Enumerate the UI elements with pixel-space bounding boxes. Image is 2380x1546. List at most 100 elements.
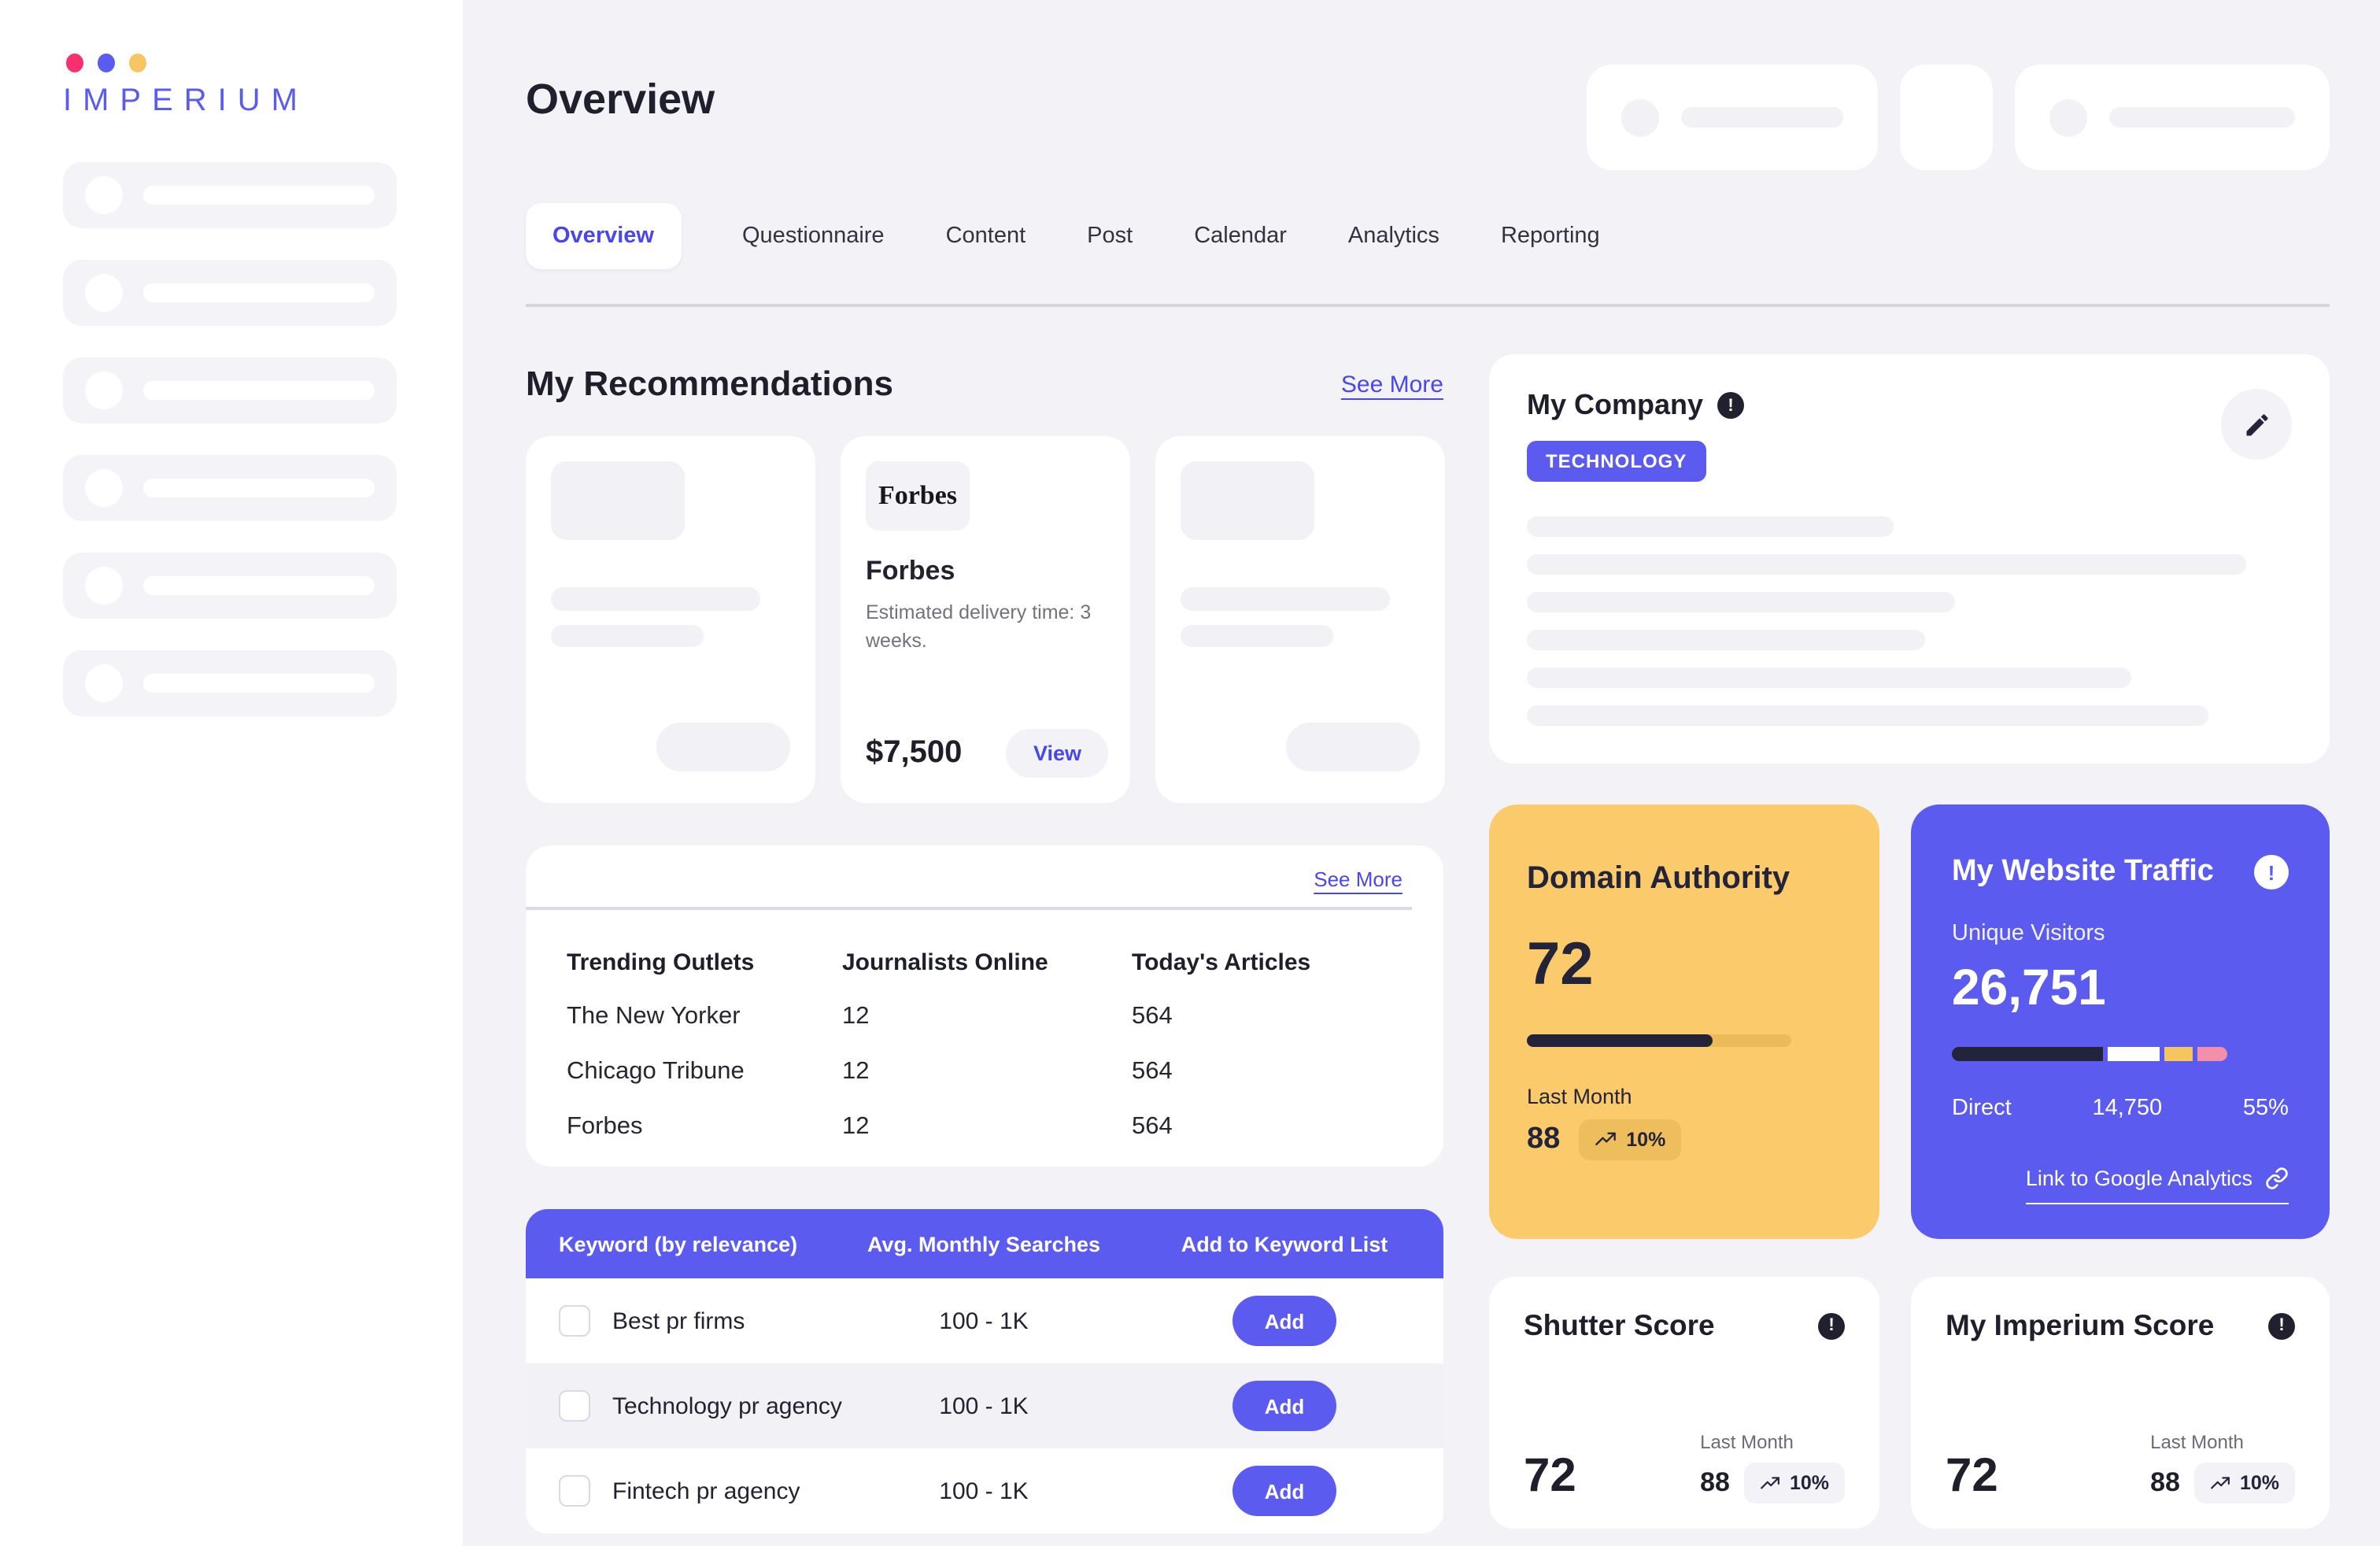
keyword-table-card: Keyword (by relevance) Avg. Monthly Sear…	[526, 1209, 1443, 1533]
company-card-title: My Company	[1527, 389, 1704, 420]
website-traffic-title: My Website Traffic	[1952, 855, 2214, 888]
topbar-widget-skeleton[interactable]	[2015, 65, 2330, 170]
keyword-checkbox[interactable]	[559, 1390, 590, 1422]
shutter-score-value: 72	[1524, 1450, 1576, 1502]
logo-dot-purple	[98, 54, 115, 72]
sidebar-item-skeleton[interactable]	[63, 260, 397, 326]
info-icon[interactable]: !	[2268, 1312, 2295, 1339]
sidebar-item-skeleton[interactable]	[63, 162, 397, 228]
trend-up-icon	[1760, 1473, 1780, 1493]
add-keyword-button[interactable]: Add	[1232, 1296, 1336, 1346]
text-placeholder	[551, 625, 704, 647]
tab-questionnaire[interactable]: Questionnaire	[742, 224, 885, 249]
trending-outlets-card: See More Trending Outlets Journalists On…	[526, 845, 1443, 1167]
logo-dot-pink	[66, 54, 83, 72]
button-placeholder	[656, 723, 790, 771]
add-keyword-button[interactable]: Add	[1232, 1381, 1336, 1431]
info-icon[interactable]: !	[2254, 855, 2289, 890]
trending-outlets-table: Trending Outlets Journalists Online Toda…	[567, 934, 1402, 1155]
sidebar-item-skeleton[interactable]	[63, 553, 397, 619]
recommendation-card-skeleton[interactable]	[526, 436, 815, 803]
outlets-see-more-link[interactable]: See More	[1314, 867, 1402, 891]
outlet-name: Chicago Tribune	[567, 1058, 745, 1085]
tab-analytics[interactable]: Analytics	[1347, 224, 1439, 249]
journalists-online: 12	[842, 1058, 870, 1085]
recommendation-card-forbes[interactable]: Forbes Forbes Estimated delivery time: 3…	[841, 436, 1130, 803]
brand-logo[interactable]: IMPERIUM	[63, 54, 309, 120]
sidebar-item-icon-placeholder	[85, 567, 123, 605]
tab-overview[interactable]: Overview	[526, 203, 681, 269]
traffic-segment	[2107, 1047, 2160, 1061]
logo-dot-yellow	[129, 54, 146, 72]
column-header-articles: Today's Articles	[1132, 949, 1311, 975]
shutter-score-card: Shutter Score ! 72 Last Month 88	[1489, 1277, 1879, 1529]
industry-badge: TECHNOLOGY	[1527, 441, 1706, 482]
topbar-widget-icon-placeholder	[1621, 98, 1659, 136]
keyword-row: Technology pr agency 100 - 1K Add	[526, 1363, 1443, 1448]
change-badge: 10%	[2193, 1463, 2295, 1503]
change-value: 10%	[1626, 1129, 1666, 1151]
last-month-value: 88	[1700, 1467, 1730, 1497]
topbar-square-button-skeleton[interactable]	[1900, 65, 1993, 170]
text-placeholder	[1527, 668, 2131, 688]
topbar-widget-icon-placeholder	[2049, 98, 2087, 136]
column-header-journalists: Journalists Online	[842, 949, 1048, 975]
google-analytics-link[interactable]: Link to Google Analytics	[2025, 1167, 2289, 1204]
my-company-card: My Company ! TECHNOLOGY	[1489, 354, 2330, 764]
tab-post[interactable]: Post	[1087, 224, 1133, 249]
table-row[interactable]: Chicago Tribune 12 564	[567, 1045, 1402, 1100]
tab-content[interactable]: Content	[945, 224, 1026, 249]
monthly-searches: 100 - 1K	[939, 1478, 1029, 1504]
edit-company-button[interactable]	[2221, 389, 2292, 460]
domain-authority-card: Domain Authority 72 Last Month 88	[1489, 804, 1879, 1239]
table-row[interactable]: The New Yorker 12 564	[567, 989, 1402, 1045]
change-value: 10%	[2239, 1472, 2279, 1494]
column-header-outlets: Trending Outlets	[567, 949, 755, 975]
keyword-checkbox[interactable]	[559, 1475, 590, 1507]
brand-name: IMPERIUM	[63, 83, 309, 118]
text-placeholder	[1527, 592, 1956, 612]
topbar-widget-text-placeholder	[2109, 107, 2295, 128]
keyword-label: Best pr firms	[612, 1307, 745, 1334]
sidebar-item-label-placeholder	[143, 479, 375, 497]
column-header-keyword: Keyword (by relevance)	[559, 1232, 798, 1256]
text-placeholder	[551, 587, 760, 611]
tab-reporting[interactable]: Reporting	[1500, 224, 1600, 249]
table-row[interactable]: Forbes 12 564	[567, 1100, 1402, 1155]
info-icon[interactable]: !	[1717, 392, 1745, 419]
outlet-description: Estimated delivery time: 3 weeks.	[866, 601, 1092, 653]
sidebar-item-skeleton[interactable]	[63, 650, 397, 716]
sidebar-item-icon-placeholder	[85, 469, 123, 507]
keyword-table-header: Keyword (by relevance) Avg. Monthly Sear…	[526, 1209, 1443, 1278]
sidebar-item-icon-placeholder	[85, 274, 123, 312]
main-content: Overview Overview Questionnaire Content …	[463, 0, 2380, 1546]
button-placeholder	[1286, 723, 1420, 771]
domain-authority-score: 72	[1527, 932, 1594, 998]
keyword-checkbox[interactable]	[559, 1305, 590, 1337]
traffic-segment-direct	[1952, 1047, 2103, 1061]
recommendation-card-skeleton[interactable]	[1155, 436, 1445, 803]
sidebar-item-skeleton[interactable]	[63, 455, 397, 521]
topbar-widget-skeleton[interactable]	[1587, 65, 1878, 170]
monthly-searches: 100 - 1K	[939, 1393, 1029, 1419]
imperium-score-value: 72	[1946, 1450, 1998, 1502]
column-header-add: Add to Keyword List	[1181, 1232, 1388, 1256]
change-badge: 10%	[1743, 1463, 1845, 1503]
info-icon[interactable]: !	[1818, 1312, 1845, 1339]
sidebar-item-skeleton[interactable]	[63, 357, 397, 423]
text-placeholder	[1527, 705, 2208, 726]
text-placeholder	[1181, 587, 1390, 611]
imperium-score-card: My Imperium Score ! 72 Last Month 88	[1911, 1277, 2330, 1529]
view-button[interactable]: View	[1006, 729, 1108, 778]
outlet-name: Forbes	[567, 1113, 643, 1140]
forbes-logo: Forbes	[866, 461, 970, 531]
text-placeholder	[1527, 516, 1894, 537]
domain-authority-title: Domain Authority	[1527, 861, 1791, 896]
recommendations-see-more-link[interactable]: See More	[1340, 371, 1443, 398]
topbar-widgets	[1587, 65, 2330, 170]
tab-calendar[interactable]: Calendar	[1194, 224, 1287, 249]
add-keyword-button[interactable]: Add	[1232, 1466, 1336, 1516]
tabs-divider	[526, 304, 2330, 307]
change-badge: 10%	[1579, 1119, 1682, 1160]
column-header-searches: Avg. Monthly Searches	[867, 1232, 1101, 1256]
